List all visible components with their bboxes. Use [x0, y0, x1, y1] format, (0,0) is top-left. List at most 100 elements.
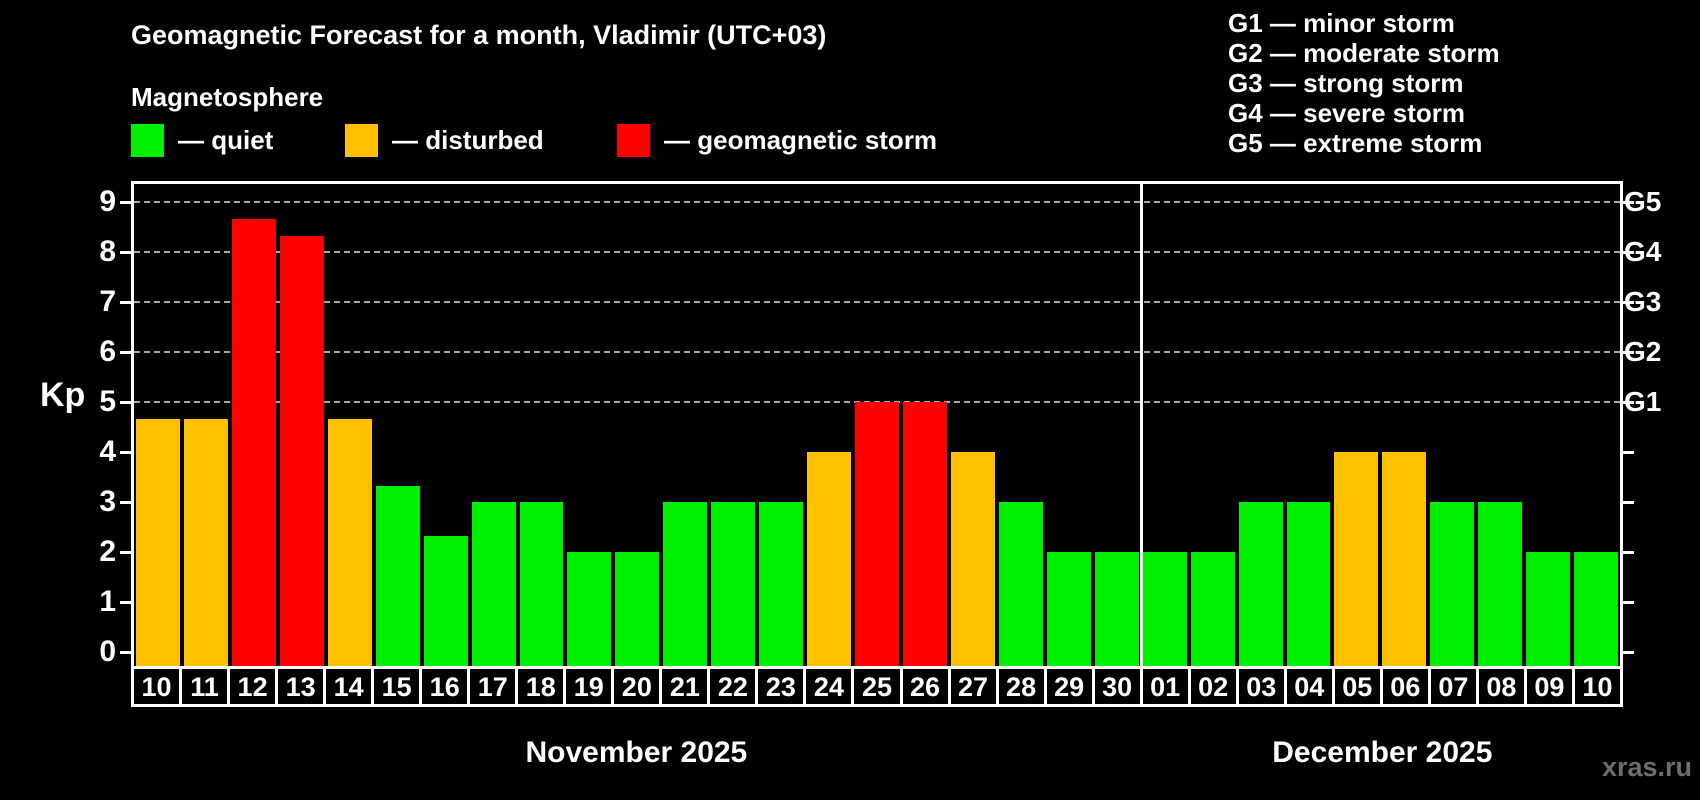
kp-bar	[855, 402, 899, 666]
month-label-november: November 2025	[525, 736, 748, 769]
right-axis-tick	[1623, 301, 1634, 304]
day-label: 19	[563, 666, 615, 707]
bar-column-december-01	[1141, 184, 1189, 666]
y-axis-tick-label: 4	[99, 435, 116, 468]
bar-column-november-10	[134, 184, 182, 666]
kp-bar	[279, 235, 324, 666]
y-axis-tick-label: 6	[99, 335, 116, 368]
kp-bar	[1382, 452, 1427, 666]
y-axis-tick-label: 5	[99, 385, 116, 418]
day-label: 11	[179, 666, 231, 707]
kp-bar	[1526, 552, 1571, 666]
disturbed-color-swatch	[345, 124, 378, 157]
day-label: 14	[323, 666, 375, 707]
day-label: 16	[419, 666, 471, 707]
month-axis: November 2025 December 2025	[131, 736, 1623, 772]
bar-column-november-17	[470, 184, 518, 666]
kp-bar	[950, 452, 995, 666]
g-legend-line: G2 — moderate storm	[1228, 38, 1500, 68]
bar-column-december-09	[1524, 184, 1572, 666]
g-legend-line: G4 — severe storm	[1228, 98, 1466, 128]
y-axis-tick-label: 0	[99, 635, 116, 668]
bar-column-december-06	[1380, 184, 1428, 666]
day-label: 22	[707, 666, 759, 707]
day-label: 18	[515, 666, 567, 707]
day-label: 27	[947, 666, 999, 707]
quiet-color-swatch	[131, 124, 164, 157]
y-axis-tick	[120, 251, 131, 254]
bar-column-december-02	[1189, 184, 1237, 666]
kp-bar	[1286, 502, 1331, 666]
plot-area: 0 1 2 3 4 5 6 7 8 9 G1 G2 G3 G4 G5	[99, 181, 1661, 668]
kp-bar	[1046, 552, 1091, 666]
y-axis-tick	[120, 601, 131, 604]
kp-bar	[1574, 552, 1619, 666]
legend-disturbed-label: — disturbed	[392, 125, 544, 155]
bar-column-november-25	[853, 184, 901, 666]
g-legend-line: G5 — extreme storm	[1228, 128, 1483, 158]
day-label: 15	[371, 666, 423, 707]
day-label: 28	[995, 666, 1047, 707]
bars-container	[134, 184, 1620, 666]
kp-bar	[519, 502, 564, 666]
status-legend: — quiet — disturbed — geomagnetic storm	[131, 124, 1131, 158]
chart-subtitle: Magnetosphere	[131, 82, 324, 112]
g-legend-line: G1 — minor storm	[1228, 8, 1455, 38]
right-axis-tick	[1623, 451, 1634, 454]
right-axis-tick	[1623, 601, 1634, 604]
y-axis-tick	[120, 551, 131, 554]
bar-column-november-16	[422, 184, 470, 666]
watermark: xras.ru	[1601, 752, 1692, 782]
day-label: 10	[131, 666, 183, 707]
g-axis-label-g5: G5	[1624, 186, 1662, 217]
day-label: 25	[851, 666, 903, 707]
kp-bar	[1334, 452, 1379, 666]
legend-item-storm: — geomagnetic storm	[617, 124, 937, 157]
y-axis-tick-label: 9	[99, 185, 116, 218]
gridline-kp6	[134, 351, 1620, 353]
bar-column-november-12	[230, 184, 278, 666]
y-axis-tick	[120, 351, 131, 354]
legend-item-disturbed: — disturbed	[345, 124, 544, 157]
bar-column-december-07	[1428, 184, 1476, 666]
y-axis-tick	[120, 201, 131, 204]
g-axis-label-g1: G1	[1624, 386, 1662, 417]
kp-bar	[807, 452, 852, 666]
day-label: 20	[611, 666, 663, 707]
bar-column-november-13	[278, 184, 326, 666]
right-axis-tick	[1623, 201, 1634, 204]
g-legend-line: G3 — strong storm	[1228, 68, 1464, 98]
y-axis-tick-label: 3	[99, 485, 116, 518]
day-label: 12	[227, 666, 279, 707]
y-axis-tick	[120, 451, 131, 454]
kp-bar	[663, 502, 708, 666]
day-label: 21	[659, 666, 711, 707]
y-axis-tick	[120, 401, 131, 404]
bar-column-november-15	[374, 184, 422, 666]
bar-column-november-22	[709, 184, 757, 666]
bar-column-november-30	[1093, 184, 1141, 666]
kp-bar	[1478, 502, 1523, 666]
gridline-kp7	[134, 301, 1620, 303]
day-label: 26	[899, 666, 951, 707]
g-axis-label-g3: G3	[1624, 286, 1662, 317]
kp-bar	[423, 535, 468, 666]
kp-bar	[231, 218, 276, 666]
day-label: 24	[803, 666, 855, 707]
kp-bar	[1094, 552, 1139, 666]
storm-color-swatch	[617, 124, 650, 157]
g-scale-legend: G1 — minor storm G2 — moderate storm G3 — …	[1228, 8, 1500, 158]
kp-axis-label: Kp	[40, 376, 86, 414]
day-label: 02	[1187, 666, 1239, 707]
legend-quiet-label: — quiet	[178, 125, 274, 155]
kp-bar	[327, 418, 372, 666]
day-label: 13	[275, 666, 327, 707]
kp-bar	[1142, 552, 1187, 666]
day-label: 29	[1043, 666, 1095, 707]
kp-bar	[1430, 502, 1475, 666]
y-axis-tick	[120, 501, 131, 504]
bar-column-november-28	[997, 184, 1045, 666]
bar-column-november-18	[518, 184, 566, 666]
day-label: 08	[1475, 666, 1527, 707]
